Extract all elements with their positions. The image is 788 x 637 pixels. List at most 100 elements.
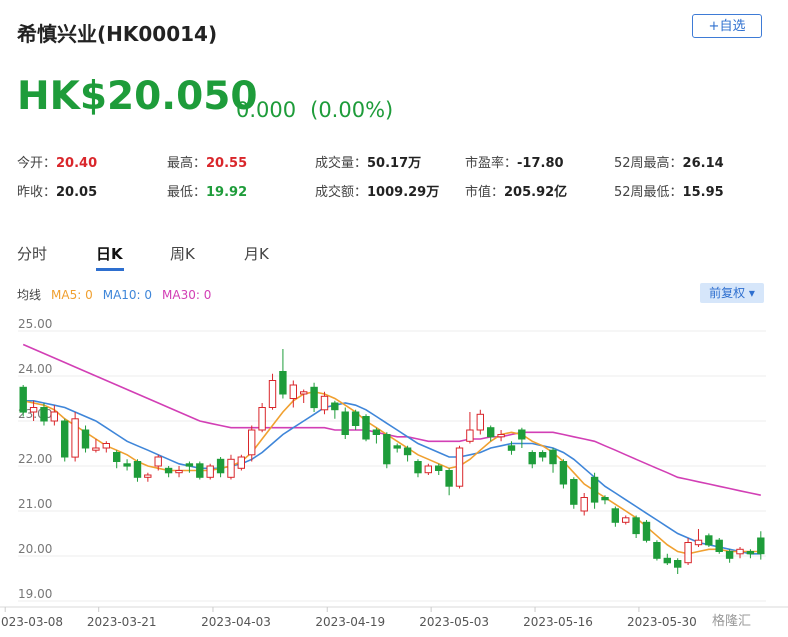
candle-up bbox=[497, 434, 505, 438]
tab-weekly[interactable]: 周K bbox=[170, 245, 195, 263]
candle-up bbox=[29, 407, 38, 413]
y-tick-label: 22.00 bbox=[18, 452, 52, 466]
x-tick-label: 2023-05-30 bbox=[627, 615, 697, 629]
candle-up bbox=[736, 548, 744, 555]
legend-ma5: MA5: 0 bbox=[51, 288, 93, 302]
candle-up bbox=[237, 456, 246, 469]
candle-down bbox=[570, 479, 578, 505]
candle-down bbox=[279, 371, 287, 395]
candle-up bbox=[476, 413, 485, 431]
candle-down bbox=[445, 470, 453, 487]
x-tick-label: 2023-05-16 bbox=[523, 615, 593, 629]
candle-down bbox=[590, 476, 599, 503]
candle-up bbox=[92, 447, 100, 451]
candle-up bbox=[289, 384, 298, 399]
candle-down bbox=[164, 467, 173, 474]
stat-market-cap: 市值：205.92亿 bbox=[465, 185, 568, 200]
candle-down bbox=[715, 539, 723, 553]
stat-pe: 市盈率：-17.80 bbox=[465, 156, 564, 171]
stat-prev-close: 昨收：20.05 bbox=[17, 185, 98, 200]
candle-up bbox=[71, 418, 79, 458]
tab-monthly[interactable]: 月K bbox=[244, 245, 269, 263]
candle-down bbox=[393, 445, 401, 449]
candle-down bbox=[185, 463, 194, 467]
change-percent: (0.00%) bbox=[310, 98, 394, 122]
candle-down bbox=[216, 458, 225, 474]
candle-up bbox=[622, 517, 630, 523]
ma-legend: 均线 MA5: 0 MA10: 0 MA30: 0 bbox=[17, 286, 221, 303]
candle-down bbox=[601, 497, 609, 501]
active-tab-indicator bbox=[96, 268, 124, 271]
candle-down bbox=[362, 416, 370, 440]
candle-up bbox=[684, 542, 692, 564]
stat-low: 最低：19.92 bbox=[167, 185, 248, 200]
candle-down bbox=[746, 551, 755, 555]
y-tick-label: 19.00 bbox=[18, 587, 52, 601]
stat-turnover: 成交额：1009.29万 bbox=[315, 185, 440, 200]
page-title: 希慎兴业(HK00014) bbox=[17, 22, 218, 46]
candle-down bbox=[341, 411, 349, 435]
candle-down bbox=[196, 463, 204, 478]
candle-down bbox=[81, 429, 90, 449]
candle-down bbox=[674, 560, 682, 568]
stat-high: 最高：20.55 bbox=[167, 156, 248, 171]
y-tick-label: 24.00 bbox=[18, 362, 52, 376]
x-tick-label: 2023-05-03 bbox=[419, 615, 489, 629]
candle-up bbox=[248, 429, 256, 456]
candle-up bbox=[424, 465, 433, 474]
candle-down bbox=[403, 447, 412, 456]
x-tick-label: 2023-04-03 bbox=[201, 615, 271, 629]
adjust-mode-dropdown[interactable]: 前复权 ▾ bbox=[700, 283, 764, 303]
candle-up bbox=[50, 411, 58, 422]
x-tick-label: 2023-04-19 bbox=[315, 615, 385, 629]
candle-down bbox=[133, 461, 142, 478]
candle-down bbox=[538, 452, 547, 458]
candle-down bbox=[487, 427, 495, 438]
candle-down bbox=[549, 449, 557, 465]
candle-down bbox=[663, 557, 671, 564]
candle-down bbox=[653, 542, 661, 559]
tab-daily[interactable]: 日K bbox=[96, 243, 124, 271]
candle-down bbox=[611, 508, 619, 523]
stat-open: 今开：20.40 bbox=[17, 156, 98, 171]
candle-up bbox=[580, 497, 588, 512]
candle-up bbox=[300, 391, 308, 395]
candle-down bbox=[383, 434, 391, 465]
change-value: 0.000 bbox=[236, 98, 297, 122]
y-tick-label: 25.00 bbox=[18, 317, 52, 331]
x-tick-label: 2023-03-08 bbox=[0, 615, 63, 629]
legend-ma30: MA30: 0 bbox=[162, 288, 212, 302]
y-tick-label: 20.00 bbox=[18, 542, 52, 556]
candle-up bbox=[466, 429, 474, 442]
candle-down bbox=[123, 463, 131, 467]
candle-down bbox=[725, 551, 734, 559]
candle-down bbox=[414, 461, 422, 474]
candle-up bbox=[320, 395, 329, 411]
candle-down bbox=[518, 429, 526, 440]
ma10-line bbox=[23, 399, 761, 555]
candle-down bbox=[113, 452, 121, 462]
candle-up bbox=[227, 458, 235, 478]
candle-up bbox=[102, 443, 110, 449]
ma30-line bbox=[22, 343, 761, 496]
candle-down bbox=[559, 461, 568, 485]
candle-down bbox=[632, 517, 640, 535]
stat-52w-high: 52周最高：26.14 bbox=[614, 156, 724, 171]
candle-down bbox=[351, 411, 360, 426]
candle-down bbox=[19, 386, 27, 413]
tab-intraday[interactable]: 分时 bbox=[17, 245, 48, 263]
candle-up bbox=[455, 447, 464, 487]
candle-up bbox=[144, 474, 152, 478]
watermark-logo: 格隆汇 bbox=[712, 614, 752, 629]
candle-up bbox=[258, 407, 266, 431]
stat-volume: 成交量：50.17万 bbox=[315, 156, 422, 171]
candle-down bbox=[310, 386, 318, 409]
candle-down bbox=[40, 407, 48, 422]
add-watchlist-button[interactable]: +自选 bbox=[692, 14, 762, 38]
candle-down bbox=[372, 429, 381, 435]
candle-down bbox=[528, 452, 536, 465]
candle-down bbox=[705, 535, 713, 546]
candle-down bbox=[507, 445, 516, 451]
candle-up bbox=[154, 456, 162, 467]
